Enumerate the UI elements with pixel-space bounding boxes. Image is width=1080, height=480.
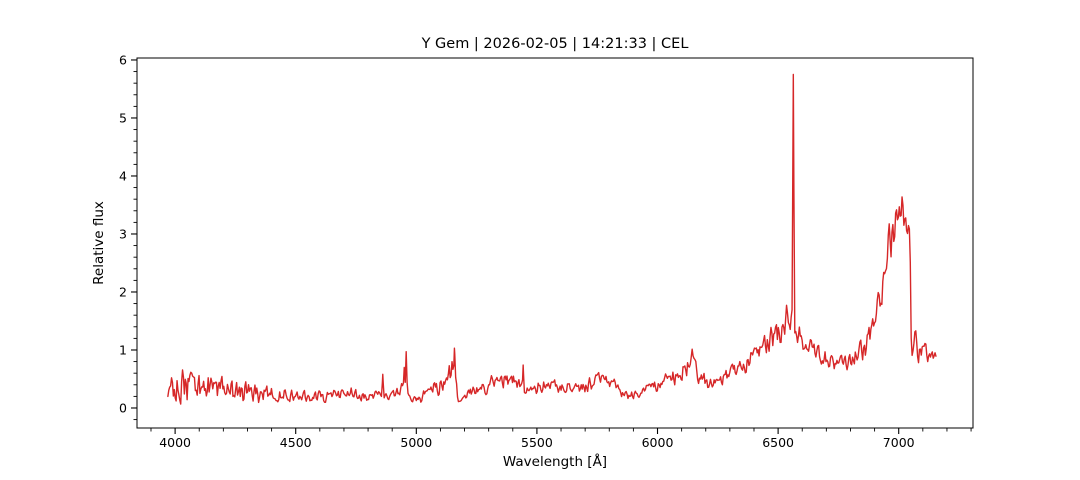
x-axis-tick-labels: 4000 4500 5000 5500 6000 6500 7000	[159, 435, 914, 450]
y-axis-label: Relative flux	[91, 201, 107, 285]
y-tick-label: 0	[119, 400, 127, 415]
x-axis-label: Wavelength [Å]	[503, 453, 607, 470]
x-tick-label: 6000	[642, 435, 674, 450]
y-tick-label: 5	[119, 110, 127, 125]
x-tick-label: 7000	[883, 435, 915, 450]
y-axis-tick-labels: 0 1 2 3 4 5 6	[119, 52, 127, 415]
x-axis-major-ticks	[174, 428, 900, 434]
x-tick-label: 5500	[521, 435, 553, 450]
y-axis-minor-ticks	[133, 71, 137, 421]
x-axis-minor-ticks	[150, 428, 972, 432]
y-tick-label: 6	[119, 52, 127, 67]
x-tick-label: 6500	[762, 435, 794, 450]
x-tick-label: 4500	[280, 435, 312, 450]
spectrum-line	[167, 73, 937, 405]
x-tick-label: 4000	[159, 435, 191, 450]
chart-title: Y Gem | 2026-02-05 | 14:21:33 | CEL	[421, 36, 689, 52]
x-tick-label: 5000	[400, 435, 432, 450]
y-tick-label: 4	[119, 168, 127, 183]
plot-area	[136, 57, 974, 429]
y-tick-label: 1	[119, 342, 127, 357]
y-tick-label: 2	[119, 284, 127, 299]
y-tick-label: 3	[119, 226, 127, 241]
y-axis-major-ticks	[131, 59, 137, 409]
